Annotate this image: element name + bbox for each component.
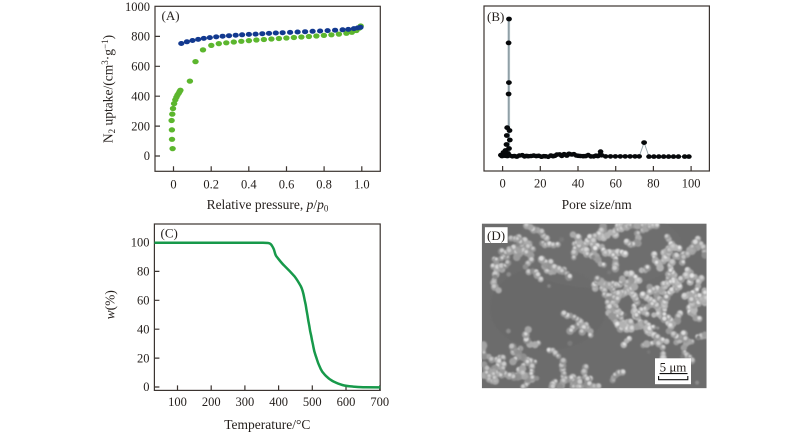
svg-text:300: 300 — [236, 395, 255, 409]
svg-text:400: 400 — [131, 89, 150, 103]
svg-text:(D): (D) — [487, 228, 505, 243]
svg-text:0.8: 0.8 — [316, 177, 332, 191]
svg-text:60: 60 — [137, 294, 150, 308]
svg-text:0.4: 0.4 — [241, 177, 257, 191]
svg-text:0: 0 — [144, 149, 150, 163]
svg-text:100: 100 — [168, 395, 187, 409]
svg-text:600: 600 — [337, 395, 356, 409]
svg-text:(C): (C) — [161, 225, 178, 240]
svg-text:1.0: 1.0 — [354, 177, 370, 191]
svg-text:80: 80 — [137, 265, 150, 279]
svg-text:100: 100 — [131, 236, 150, 250]
svg-text:Temperature/°C: Temperature/°C — [224, 417, 310, 432]
svg-text:80: 80 — [647, 176, 660, 190]
svg-text:100: 100 — [682, 176, 701, 190]
svg-text:600: 600 — [131, 60, 150, 74]
svg-text:800: 800 — [131, 30, 150, 44]
svg-text:200: 200 — [202, 395, 221, 409]
svg-text:0.6: 0.6 — [279, 177, 295, 191]
svg-text:700: 700 — [370, 395, 389, 409]
svg-text:40: 40 — [572, 176, 585, 190]
svg-text:60: 60 — [609, 176, 622, 190]
svg-text:0: 0 — [170, 177, 176, 191]
svg-text:(B): (B) — [487, 9, 504, 24]
svg-text:40: 40 — [137, 322, 150, 336]
svg-text:w(%): w(%) — [102, 290, 117, 319]
svg-text:400: 400 — [269, 395, 288, 409]
svg-text:500: 500 — [303, 395, 322, 409]
svg-text:5 μm: 5 μm — [660, 360, 687, 375]
svg-text:20: 20 — [137, 351, 150, 365]
svg-text:0: 0 — [143, 380, 149, 394]
svg-text:0.2: 0.2 — [203, 177, 219, 191]
svg-text:0: 0 — [499, 176, 505, 190]
svg-text:1000: 1000 — [125, 0, 150, 14]
svg-text:Pore size/nm: Pore size/nm — [562, 197, 633, 212]
svg-text:Relative pressure, p/p0: Relative pressure, p/p0 — [207, 197, 329, 214]
svg-text:N2 uptake/(cm3·g−1): N2 uptake/(cm3·g−1) — [100, 35, 117, 143]
svg-text:200: 200 — [131, 119, 150, 133]
svg-text:(A): (A) — [162, 8, 180, 23]
svg-text:20: 20 — [534, 176, 547, 190]
